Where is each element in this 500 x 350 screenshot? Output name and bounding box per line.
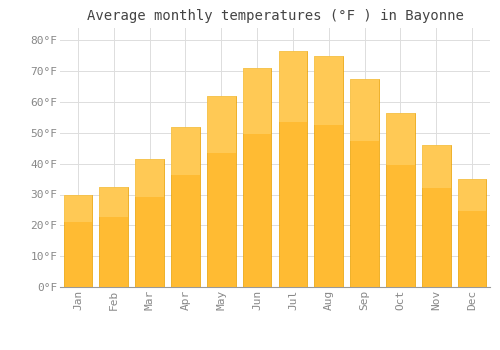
- Bar: [171, 127, 200, 175]
- Bar: [242, 68, 272, 134]
- Bar: [207, 96, 236, 287]
- Bar: [350, 79, 379, 287]
- Bar: [278, 51, 307, 287]
- Bar: [314, 56, 343, 287]
- Bar: [64, 195, 92, 287]
- Bar: [135, 159, 164, 197]
- Bar: [135, 159, 164, 287]
- Bar: [386, 113, 414, 287]
- Bar: [171, 127, 200, 287]
- Bar: [458, 179, 486, 211]
- Bar: [350, 79, 379, 141]
- Bar: [278, 51, 307, 122]
- Bar: [242, 68, 272, 287]
- Bar: [64, 195, 92, 222]
- Bar: [458, 179, 486, 287]
- Bar: [207, 96, 236, 153]
- Title: Average monthly temperatures (°F ) in Bayonne: Average monthly temperatures (°F ) in Ba…: [86, 9, 464, 23]
- Bar: [100, 187, 128, 287]
- Bar: [314, 56, 343, 125]
- Bar: [100, 187, 128, 217]
- Bar: [422, 145, 450, 287]
- Bar: [422, 145, 450, 188]
- Bar: [386, 113, 414, 165]
